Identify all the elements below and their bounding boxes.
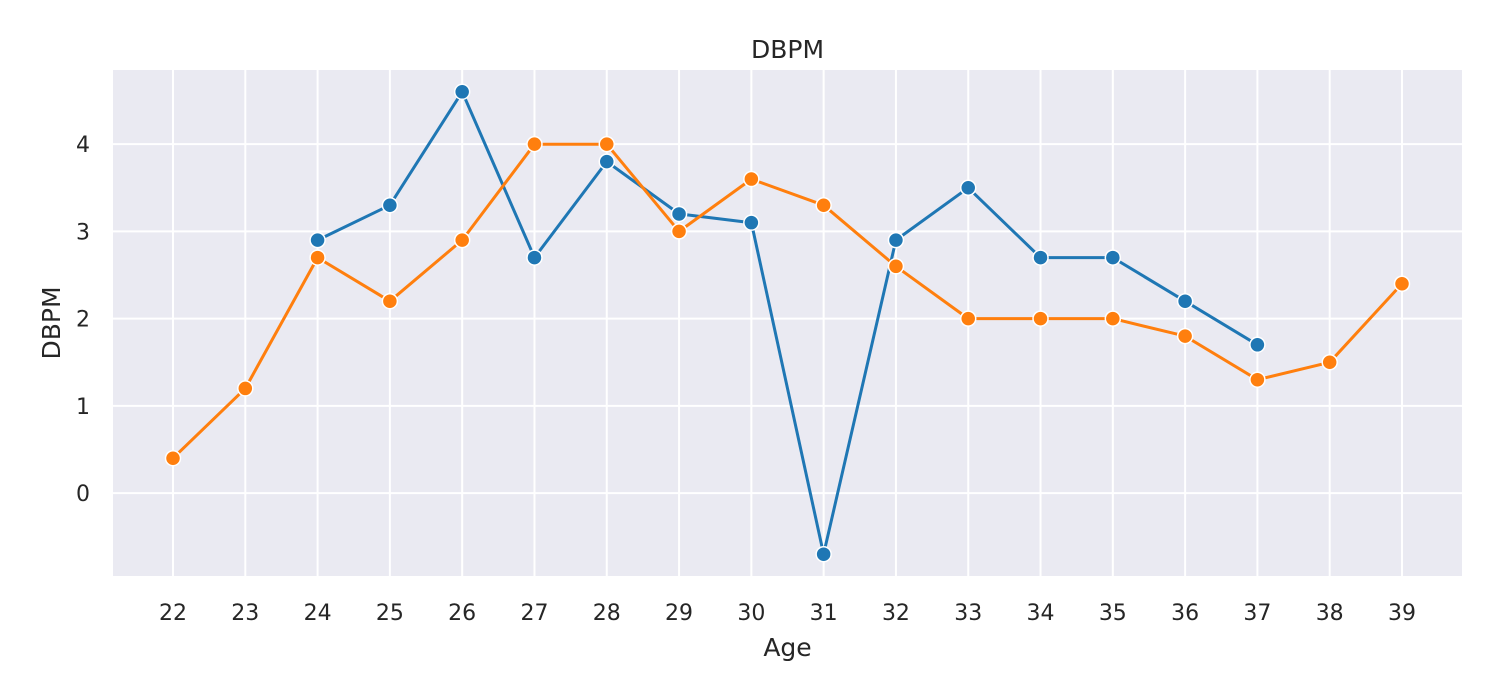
x-tick-label: 25 (376, 601, 404, 626)
series-1-point (887, 231, 905, 249)
x-tick-label: 23 (231, 601, 259, 626)
series-2-point (670, 223, 688, 240)
plot-area (113, 70, 1462, 576)
x-tick-label: 24 (304, 601, 332, 626)
series-2-point (526, 135, 543, 153)
x-tick-label: 37 (1243, 601, 1271, 626)
series-2-point (1176, 327, 1194, 345)
series-line-2 (171, 142, 1404, 460)
series-2-point (887, 258, 905, 275)
series-2-point (309, 249, 326, 266)
y-tick-label: 0 (76, 482, 90, 507)
series-1-point (381, 196, 399, 214)
data-markers (164, 83, 1411, 563)
x-tick-label: 34 (1027, 601, 1055, 626)
x-tick-label: 39 (1388, 601, 1416, 626)
x-tick-label: 30 (737, 601, 765, 626)
y-tick-label: 3 (76, 220, 90, 245)
x-tick-label: 29 (665, 601, 693, 626)
series-2-point (1249, 371, 1266, 388)
series-2-point (453, 231, 471, 249)
series-1-point (959, 179, 977, 197)
series-2-point (598, 135, 616, 153)
series-1-point (1176, 292, 1194, 310)
series-2-point (1321, 354, 1338, 371)
series-1-point (526, 249, 543, 266)
series-2-point (959, 310, 977, 327)
y-tick-label: 4 (76, 133, 90, 158)
x-tick-label: 33 (954, 601, 982, 626)
series-1-point (598, 153, 616, 170)
series-2-point (743, 170, 760, 188)
x-tick-label: 35 (1099, 601, 1127, 626)
series-1-point (1104, 249, 1122, 266)
x-tick-label: 28 (593, 601, 621, 626)
series-1-point (1249, 336, 1266, 354)
series-2-point (381, 292, 399, 310)
x-tick-label: 31 (810, 601, 838, 626)
series-2-point (237, 380, 254, 397)
x-tick-label: 38 (1316, 601, 1344, 626)
series-1-point (670, 205, 688, 223)
series-1-point (743, 214, 760, 231)
series-2-point (164, 449, 182, 467)
x-axis-title: Age (763, 633, 811, 662)
x-tick-label: 26 (448, 601, 476, 626)
series-1-point (815, 545, 832, 563)
y-tick-label: 2 (76, 308, 90, 333)
series-lines (171, 90, 1404, 556)
axis-ticks: 22 23 24 25 26 27 28 29 30 31 32 33 34 35 36 37 38 390123… (76, 133, 1416, 626)
series-1-point (453, 83, 471, 101)
y-tick-label: 1 (76, 395, 90, 420)
x-tick-label: 22 (159, 601, 187, 626)
x-tick-label: 36 (1171, 601, 1199, 626)
series-line-1 (316, 90, 1259, 556)
series-1-point (1032, 249, 1049, 266)
series-2-point (1104, 310, 1122, 327)
x-tick-label: 32 (882, 601, 910, 626)
series-2-point (1032, 310, 1049, 327)
series-1-point (309, 231, 326, 249)
x-tick-label: 27 (520, 601, 548, 626)
y-axis-title: DBPM (37, 286, 66, 359)
series-2-point (815, 196, 832, 214)
series-2-point (1393, 275, 1411, 292)
chart-title: DBPM (751, 35, 824, 64)
